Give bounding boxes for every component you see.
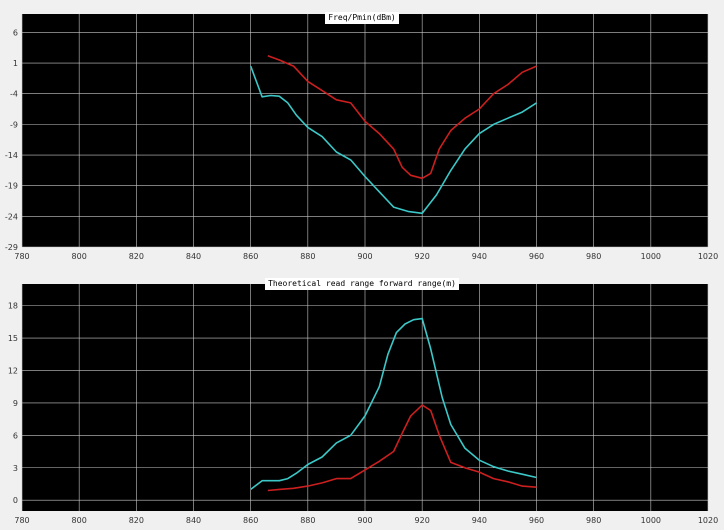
x-tick-label: 780 xyxy=(14,252,29,261)
x-tick-label: 940 xyxy=(472,516,487,525)
x-tick-label: 960 xyxy=(529,516,544,525)
y-tick-label: -29 xyxy=(5,243,18,252)
y-tick-label: 0 xyxy=(13,496,18,505)
x-tick-label: 900 xyxy=(357,252,372,261)
x-tick-label: 860 xyxy=(243,516,258,525)
chart-panel-pmin: 780 800 820 840 860 880 900 920 940 960 980 1000 102… xyxy=(5,12,718,261)
x-tick-label: 960 xyxy=(529,252,544,261)
series-line-cyan xyxy=(250,317,537,491)
x-tick-label: 820 xyxy=(129,252,144,261)
y-tick-label: 3 xyxy=(13,464,18,473)
x-tick-label: 880 xyxy=(300,516,315,525)
y-tick-label: -24 xyxy=(5,212,18,221)
y-tick-label: 9 xyxy=(13,399,18,408)
y-tick-label: 18 xyxy=(8,302,18,311)
y-tick-label: -9 xyxy=(10,120,18,129)
chart-pmin-svg: 780 800 820 840 860 880 900 920 940 960 980 1000 102… xyxy=(5,14,718,261)
chart-read-range-svg: 780 800 820 840 860 880 900 920 940 960 980 1000 102… xyxy=(8,284,718,525)
series-line-red xyxy=(267,54,537,180)
x-tick-label: 800 xyxy=(72,516,87,525)
y-tick-label: -14 xyxy=(5,151,18,160)
y-tick-label: -4 xyxy=(10,90,18,99)
x-tick-label: 920 xyxy=(415,516,430,525)
y-tick-label: -19 xyxy=(5,182,18,191)
x-tick-label: 1020 xyxy=(698,252,718,261)
x-tick-label: 780 xyxy=(14,516,29,525)
y-tick-label: 1 xyxy=(13,59,18,68)
x-tick-label: 820 xyxy=(129,516,144,525)
x-tick-label: 900 xyxy=(357,516,372,525)
x-tick-label: 880 xyxy=(300,252,315,261)
chart-panel-read-range: 780 800 820 840 860 880 900 920 940 960 980 1000 102… xyxy=(0,266,724,530)
x-tick-label: 980 xyxy=(586,516,601,525)
y-tick-label: 6 xyxy=(13,431,18,440)
x-tick-label: 1000 xyxy=(641,516,661,525)
series-line-red xyxy=(267,404,537,492)
x-tick-label: 1000 xyxy=(641,252,661,261)
x-tick-label: 840 xyxy=(186,252,201,261)
x-tick-label: 940 xyxy=(472,252,487,261)
x-tick-label: 800 xyxy=(72,252,87,261)
y-tick-label: 6 xyxy=(13,28,18,37)
x-tick-label: 840 xyxy=(186,516,201,525)
x-tick-label: 860 xyxy=(243,252,258,261)
x-tick-label: 980 xyxy=(586,252,601,261)
x-tick-label: 1020 xyxy=(698,516,718,525)
x-tick-label: 920 xyxy=(415,252,430,261)
series-line-cyan xyxy=(249,65,537,215)
y-tick-label: 15 xyxy=(8,334,18,343)
y-tick-label: 12 xyxy=(8,366,18,375)
